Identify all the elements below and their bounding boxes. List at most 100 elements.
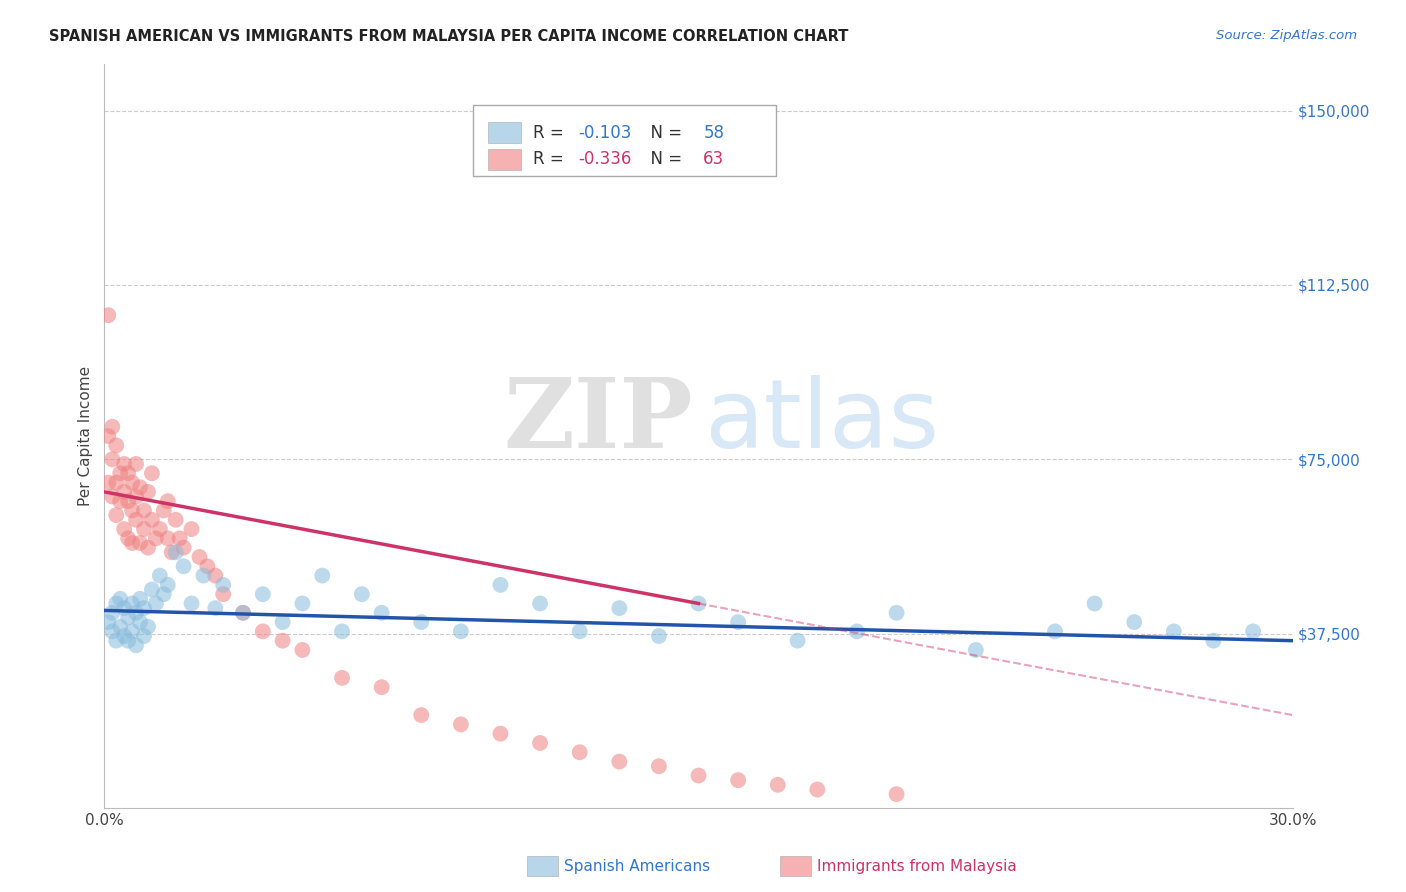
- Point: [1202, 633, 1225, 648]
- Point: [1123, 615, 1146, 629]
- Point: [129, 615, 152, 629]
- Point: [188, 549, 211, 564]
- Text: Source: ZipAtlas.com: Source: ZipAtlas.com: [1216, 29, 1357, 42]
- Point: [212, 587, 235, 601]
- Point: [145, 532, 167, 546]
- Point: [180, 522, 202, 536]
- Point: [1163, 624, 1185, 639]
- Point: [121, 597, 143, 611]
- Point: [112, 484, 135, 499]
- Point: [411, 708, 433, 723]
- Text: 58: 58: [703, 123, 724, 142]
- Text: ZIP: ZIP: [503, 374, 693, 468]
- Point: [129, 480, 152, 494]
- Point: [101, 419, 124, 434]
- Text: -0.336: -0.336: [578, 150, 631, 169]
- Point: [965, 643, 987, 657]
- Point: [727, 773, 749, 788]
- Point: [489, 727, 512, 741]
- Point: [117, 467, 139, 481]
- Point: [112, 457, 135, 471]
- Point: [105, 633, 128, 648]
- Point: [169, 532, 191, 546]
- Point: [152, 503, 174, 517]
- Bar: [488, 122, 522, 143]
- Point: [97, 615, 120, 629]
- Point: [141, 467, 163, 481]
- Point: [97, 475, 120, 490]
- Point: [105, 438, 128, 452]
- Point: [110, 591, 132, 606]
- Point: [136, 541, 159, 555]
- Point: [271, 633, 294, 648]
- Point: [112, 629, 135, 643]
- Point: [886, 606, 908, 620]
- Point: [806, 782, 828, 797]
- Point: [125, 606, 148, 620]
- Point: [370, 606, 392, 620]
- Point: [149, 522, 172, 536]
- Point: [132, 503, 155, 517]
- Point: [125, 457, 148, 471]
- Point: [1043, 624, 1066, 639]
- Point: [648, 629, 671, 643]
- Point: [450, 717, 472, 731]
- Point: [110, 620, 132, 634]
- Point: [97, 308, 120, 322]
- Text: R =: R =: [533, 123, 569, 142]
- Point: [173, 541, 195, 555]
- Point: [370, 680, 392, 694]
- Point: [529, 597, 551, 611]
- Point: [688, 768, 710, 782]
- Point: [132, 629, 155, 643]
- Point: [156, 532, 179, 546]
- Point: [117, 610, 139, 624]
- Text: N =: N =: [640, 123, 688, 142]
- Point: [136, 620, 159, 634]
- Point: [489, 578, 512, 592]
- Point: [350, 587, 373, 601]
- Point: [1241, 624, 1264, 639]
- Point: [607, 755, 630, 769]
- Point: [212, 578, 235, 592]
- Point: [271, 615, 294, 629]
- FancyBboxPatch shape: [472, 105, 776, 176]
- Text: 63: 63: [703, 150, 724, 169]
- Point: [97, 429, 120, 443]
- Point: [252, 587, 274, 601]
- Point: [141, 513, 163, 527]
- Point: [156, 494, 179, 508]
- Point: [688, 597, 710, 611]
- Point: [136, 484, 159, 499]
- Point: [101, 490, 124, 504]
- Point: [132, 522, 155, 536]
- Point: [101, 624, 124, 639]
- Point: [112, 601, 135, 615]
- Point: [291, 643, 314, 657]
- Point: [105, 597, 128, 611]
- Bar: [488, 149, 522, 169]
- Point: [330, 624, 353, 639]
- Point: [121, 624, 143, 639]
- Point: [311, 568, 333, 582]
- Point: [145, 597, 167, 611]
- Point: [648, 759, 671, 773]
- Point: [110, 467, 132, 481]
- Point: [117, 633, 139, 648]
- Point: [846, 624, 869, 639]
- Point: [121, 503, 143, 517]
- Point: [125, 490, 148, 504]
- Point: [105, 508, 128, 522]
- Point: [607, 601, 630, 615]
- Point: [101, 606, 124, 620]
- Point: [886, 787, 908, 801]
- Text: Spanish Americans: Spanish Americans: [564, 859, 710, 873]
- Point: [786, 633, 808, 648]
- Point: [165, 545, 187, 559]
- Point: [252, 624, 274, 639]
- Point: [156, 578, 179, 592]
- Point: [330, 671, 353, 685]
- Point: [204, 601, 226, 615]
- Text: R =: R =: [533, 150, 569, 169]
- Point: [568, 624, 591, 639]
